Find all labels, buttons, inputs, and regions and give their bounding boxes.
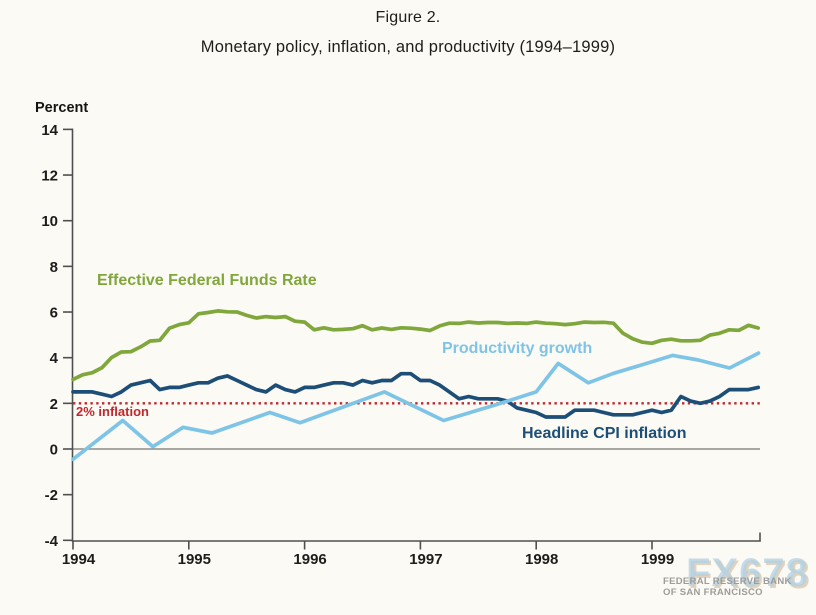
watermark-fx678: FX678 xyxy=(686,551,809,595)
y-axis-unit-label: Percent xyxy=(35,100,89,116)
figure-number: Figure 2. xyxy=(375,9,441,26)
y-tick-label: -2 xyxy=(45,487,58,504)
series-line-effective-federal-funds-rate xyxy=(71,309,761,382)
y-tick-label: -4 xyxy=(45,533,59,550)
watermark-attribution-line1: FEDERAL RESERVE BANK xyxy=(663,576,792,587)
y-tick-label: 0 xyxy=(50,442,58,459)
y-tick-label: 4 xyxy=(50,350,59,367)
watermark-attribution-line2: OF SAN FRANCISCO xyxy=(663,586,763,598)
series-label-headline-cpi-inflation: Headline CPI inflation xyxy=(522,425,687,442)
watermark-attribution: FEDERAL RESERVE BANK OF SAN FRANCISCO xyxy=(663,576,792,598)
y-tick-label: 6 xyxy=(50,305,58,322)
y-tick-label: 2 xyxy=(50,396,58,413)
x-tick-label: 1999 xyxy=(641,551,674,568)
y-tick-label: 8 xyxy=(50,259,58,276)
series-line-headline-cpi-inflation xyxy=(71,371,761,419)
x-tick-label: 1997 xyxy=(409,551,442,568)
x-tick-label: 1994 xyxy=(62,551,96,568)
x-tick-label: 1998 xyxy=(525,551,558,568)
x-tick-label: 1995 xyxy=(178,551,211,568)
y-tick-label: 14 xyxy=(41,122,58,139)
y-tick-label: 12 xyxy=(41,168,58,185)
reference-line-label-2-percent-inflation: 2% inflation xyxy=(76,404,149,419)
y-tick-label: 10 xyxy=(41,213,58,230)
x-tick-label: 1996 xyxy=(293,551,326,568)
chart-title: Monetary policy, inflation, and producti… xyxy=(200,38,616,56)
series-label-effective-federal-funds-rate: Effective Federal Funds Rate xyxy=(97,272,317,289)
series-line-productivity-growth xyxy=(71,351,761,462)
series-label-productivity-growth: Productivity growth xyxy=(442,340,593,357)
